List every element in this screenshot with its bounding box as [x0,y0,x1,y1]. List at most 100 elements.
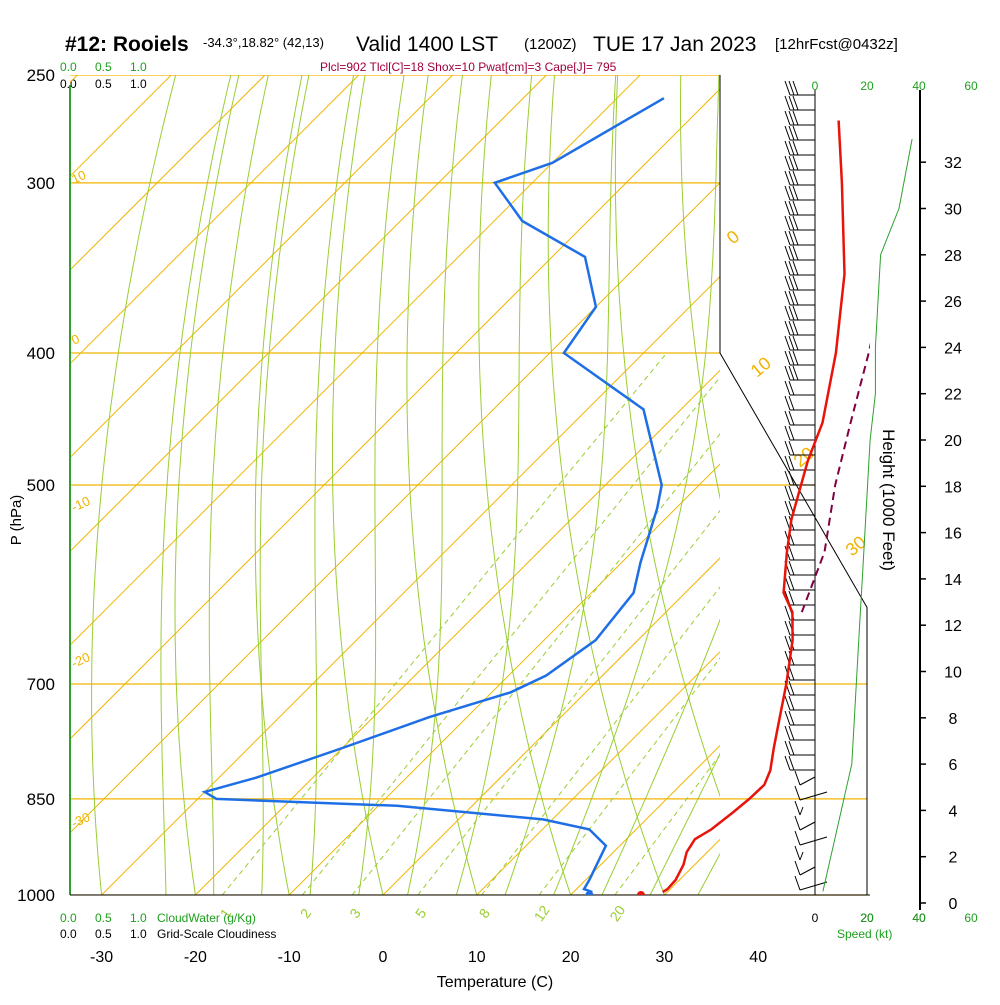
wind-barbs [784,80,828,891]
station-title: #12: Rooiels [65,33,189,56]
height-tick-label: 18 [944,479,962,496]
dry-adiabat-line [680,75,720,500]
terrain-outline [719,352,868,895]
mixing-ratio-label: 3 [346,905,364,921]
dry-adiabat-line [744,51,961,924]
wind-barb [784,485,815,501]
mixing-ratio-line [614,753,720,895]
cloudwater-top-tick: 0.0 [60,60,77,74]
x-tick-labels: -30 -20 -10 0 10 20 30 40 [90,949,767,966]
temperature-line [662,120,846,894]
bottom-legend: 0.0 0.5 1.0 CloudWater (g/Kg) 0.0 0.5 1.0 Grid-… [60,911,978,941]
isotherm-line [70,88,720,740]
wind-barb [784,395,815,411]
isotherm-line [382,557,720,895]
mixing-ratio-line [351,433,720,895]
wind-barb [794,875,828,891]
wind-barb [784,545,815,561]
isotherm-line [288,463,720,895]
wind-barb [784,470,815,486]
wind-barb [794,785,828,801]
height-tick-label: 32 [944,155,962,172]
dry-adiabat-line [614,75,720,798]
height-tick-label: 20 [944,433,962,450]
isotherm-line [852,75,1000,895]
cloudiness-bottom-tick: 0.0 [60,927,77,941]
dry-adiabat-line [993,51,1000,924]
wind-barb [784,80,815,96]
isotherm-label: -10 [69,493,92,515]
speed-top-tick: 40 [912,79,926,93]
x-tick-label: -10 [278,949,301,966]
wind-barb [784,185,815,201]
wind-barb [784,455,815,471]
moist-adiabat-line [309,75,355,895]
height-tick-label: 10 [944,665,962,682]
isotherm-label: 10 [69,167,88,187]
valid-time: Valid 1400 LST [356,33,498,56]
wind-barb [784,410,815,426]
cloudiness-bottom-tick: 1.0 [130,927,147,941]
isotherm-line [70,75,266,271]
height-tick-label: 0 [949,896,958,913]
moist-adiabat-line [208,75,269,895]
speed-bottom-tick: 40 [912,911,926,925]
mixing-ratio-label: 5 [412,905,430,921]
speed-bottom-tick: 20 [860,911,874,925]
mixing-ratio-labels: 1 2 3 5 8 12 20 [217,902,629,924]
wind-barb [784,140,815,156]
moist-adiabat-line [649,752,720,895]
dry-adiabat-line [806,51,1000,924]
mixing-ratio-lines [221,352,720,895]
dry-adiabat-line [332,75,384,895]
speed-bottom-tick-green: 40 [912,911,926,925]
wind-barb [784,125,815,141]
isotherm-line [70,75,360,365]
height-tick-label: 22 [944,387,962,404]
pressure-tick-label: 400 [27,344,55,363]
height-tick-label: 6 [949,757,958,774]
wind-barb [784,260,815,276]
isotherm-line [195,369,720,895]
isotherm-label: 30 [842,532,870,560]
wind-barb [784,620,815,636]
moist-adiabat-line [406,75,463,895]
cloudiness-top-tick: 0.5 [95,77,112,91]
wind-barb [784,755,815,771]
wind-barb [784,245,815,261]
wind-barb [784,425,815,441]
wind-barb [784,365,815,381]
wind-barb [784,710,815,726]
surface-dewpoint-dot [585,891,594,895]
x-tick-label: 20 [562,949,580,966]
x-tick-label: 0 [379,949,388,966]
speed-top-tick: 0 [812,79,819,93]
x-tick-label: -20 [184,949,207,966]
mixing-ratio-label: 8 [475,905,493,921]
moist-adiabat-lines [160,75,720,895]
height-tick-label: 12 [944,618,962,635]
wind-barb [784,680,815,696]
speed-bottom-tick-green: 20 [860,911,874,925]
height-tick-label: 30 [944,202,962,219]
wind-barb [794,770,816,786]
moist-adiabat-line [504,75,617,895]
wind-barb [784,215,815,231]
pressure-tick-label: 250 [27,66,55,85]
mixing-ratio-label: 20 [606,902,628,924]
dry-adiabat-line [478,75,572,895]
wind-barb [784,500,815,516]
dry-adiabat-lines [91,51,1000,924]
y2-axis-label: Height (1000 Feet) [879,429,898,571]
x-tick-label: 40 [749,949,767,966]
cloudiness-top-tick: 1.0 [130,77,147,91]
x-tick-label: 30 [656,949,674,966]
cloudiness-top-scale: 0.0 0.5 1.0 [60,77,147,91]
dry-adiabat-line [254,75,303,895]
height-tick-label: 14 [944,572,962,589]
speed-bottom-tick: 0 [812,911,819,925]
indices-line: Plcl=902 Tlcl[C]=18 Shox=10 Pwat[cm]=3 C… [320,60,617,74]
moist-adiabat-line [259,75,310,895]
